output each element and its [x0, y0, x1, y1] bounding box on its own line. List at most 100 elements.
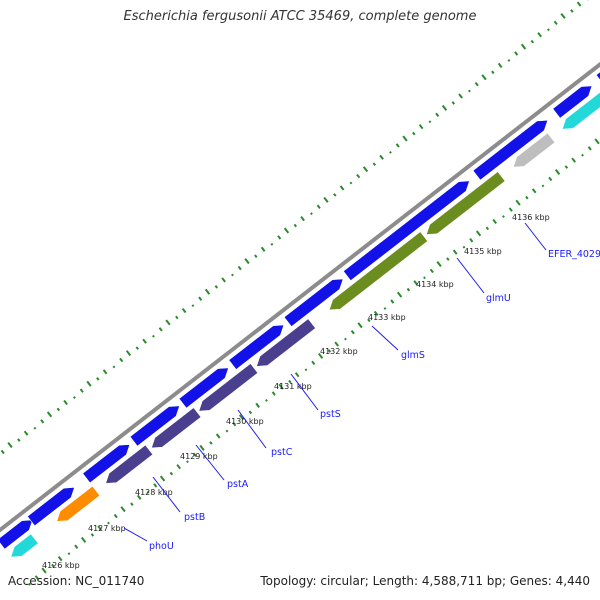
- inner-dot-26: [232, 421, 237, 427]
- inner-dot-70: [581, 153, 584, 157]
- gene-arrow-fwd-3: [82, 444, 131, 484]
- inner-dot-23: [209, 441, 213, 445]
- outer-dot-11: [40, 419, 45, 424]
- outer-dot-6: [0, 449, 5, 455]
- outer-dot-60: [428, 120, 432, 124]
- inner-dot-27: [238, 414, 245, 421]
- outer-dot-76: [553, 20, 558, 26]
- inner-dot-40: [344, 337, 347, 341]
- inner-dot-3: [51, 563, 55, 568]
- outer-dot-62: [441, 104, 448, 111]
- inner-dot-36: [311, 360, 316, 366]
- tick-label-4132: 4132 kbp: [320, 347, 358, 356]
- outer-dot-34: [221, 277, 226, 283]
- inner-dot-47: [396, 291, 403, 298]
- outer-dot-72: [520, 43, 527, 50]
- outer-dot-48: [333, 193, 337, 197]
- outer-dot-20: [112, 365, 116, 369]
- inner-dot-4: [57, 556, 63, 562]
- gene-label-phoU: phoU: [149, 541, 174, 552]
- gene-arrow-pstB: [105, 444, 154, 484]
- feature-track: [0, 71, 600, 558]
- outer-dot-37: [244, 258, 250, 265]
- gene-arrow-fwd-7: [283, 278, 344, 328]
- outer-dot-70: [507, 59, 511, 62]
- gene-arrow-fwd-1: [0, 519, 34, 550]
- inner-dot-72: [594, 138, 600, 145]
- outer-dot-44: [300, 216, 305, 222]
- leader-line-3: [237, 409, 267, 449]
- outer-dot-30: [191, 304, 195, 308]
- outer-dot-16: [79, 388, 84, 393]
- tick-label-4130: 4130 kbp: [226, 417, 264, 426]
- outer-dot-18: [96, 376, 100, 381]
- outer-dot-69: [497, 62, 503, 68]
- inner-dot-30: [265, 399, 268, 402]
- inner-dot-54: [452, 249, 458, 255]
- tick-label-4134: 4134 kbp: [416, 280, 454, 289]
- gene-arrow-cyan-1: [10, 533, 39, 558]
- outer-dot-33: [214, 285, 219, 289]
- gene-arrow-EFER_4029: [512, 132, 556, 168]
- gene-label-leaders: [123, 222, 547, 542]
- leader-line-4: [290, 373, 319, 411]
- inner-dot-28: [248, 410, 253, 415]
- inner-dot-16: [153, 483, 158, 488]
- ruler-tick-labels: 4126 kbp 4127 kbp 4128 kbp 4129 kbp 4130…: [42, 213, 550, 570]
- gene-arrow-fwd-11: [595, 71, 600, 81]
- leader-line-2: [195, 444, 225, 481]
- tick-label-4127: 4127 kbp: [88, 524, 126, 533]
- inner-dot-19: [176, 464, 181, 470]
- outer-dot-77: [560, 12, 566, 19]
- inner-dot-32: [278, 383, 284, 390]
- outer-dot-61: [435, 112, 440, 117]
- outer-dot-55: [389, 150, 392, 154]
- tick-label-4129: 4129 kbp: [180, 452, 218, 461]
- inner-dot-67: [554, 169, 561, 176]
- inner-dot-66: [548, 176, 553, 182]
- inner-dot-46: [390, 299, 395, 304]
- inner-dot-0: [28, 582, 31, 586]
- outer-dot-58: [412, 131, 416, 136]
- outer-dot-27: [165, 319, 171, 326]
- inner-dot-31: [271, 391, 276, 396]
- outer-dot-46: [316, 204, 321, 209]
- gene-label-glmS: glmS: [401, 350, 425, 361]
- leader-line-0: [123, 527, 148, 542]
- outer-dot-32: [204, 288, 211, 295]
- outer-dot-68: [491, 70, 495, 75]
- outer-dot-9: [23, 430, 29, 436]
- inner-dot-22: [199, 444, 205, 451]
- gene-arrow-fwd-2: [26, 487, 75, 527]
- inner-dot-14: [136, 494, 142, 500]
- inner-dot-64: [531, 188, 537, 194]
- inner-dot-57: [475, 230, 482, 237]
- inner-dot-12: [120, 506, 126, 513]
- inner-dot-60: [502, 215, 505, 218]
- outer-dot-57: [402, 135, 408, 142]
- gene-arrow-fwd-4: [129, 405, 181, 447]
- outer-dot-43: [293, 223, 298, 228]
- leader-line-1: [152, 476, 181, 513]
- gene-arrow-fwd-5: [178, 367, 229, 409]
- inner-dot-69: [571, 157, 576, 163]
- outer-dot-67: [481, 74, 487, 81]
- outer-dot-22: [125, 350, 132, 357]
- outer-dot-42: [283, 227, 290, 234]
- inner-dot-71: [587, 146, 592, 151]
- inner-dot-18: [169, 471, 174, 476]
- inner-dot-52: [436, 260, 442, 267]
- outer-dot-59: [418, 124, 424, 130]
- genome-backbone: [0, 61, 600, 533]
- inner-dot-68: [564, 165, 569, 169]
- inner-dot-9: [97, 525, 102, 531]
- gene-label-pstA: pstA: [227, 479, 249, 490]
- outer-dot-66: [474, 81, 479, 87]
- inner-dot-1: [34, 575, 39, 580]
- outer-dot-52: [362, 166, 369, 173]
- inner-dot-53: [446, 257, 450, 261]
- outer-dot-79: [576, 1, 582, 7]
- inner-dot-55: [462, 245, 466, 249]
- inner-dot-49: [413, 280, 418, 286]
- gc-skew-dots-outer: [0, 0, 589, 455]
